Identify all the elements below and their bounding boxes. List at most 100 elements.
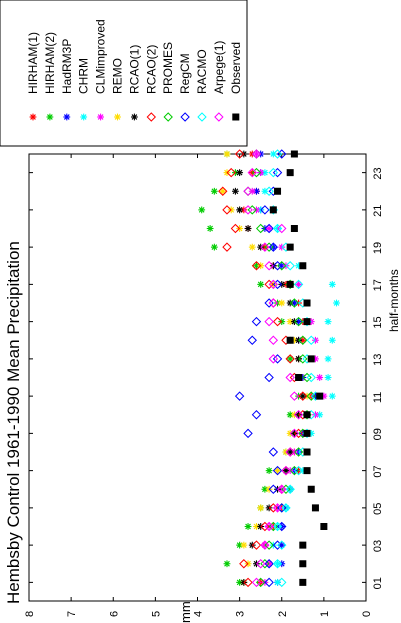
data-point (303, 299, 311, 307)
legend-label: HIRHAM(1) (26, 32, 40, 94)
data-point (272, 521, 283, 532)
data-point (251, 410, 262, 420)
data-point (316, 392, 324, 400)
data-point (303, 318, 311, 326)
data-point (281, 465, 291, 476)
series-rcao-1- (232, 150, 307, 586)
x-tick-label: 01 (372, 577, 384, 589)
x-tick-label: 19 (372, 242, 384, 254)
data-point (223, 560, 231, 568)
legend-marker (114, 113, 121, 121)
data-point (268, 167, 279, 178)
legend-marker (46, 113, 54, 121)
data-point (223, 150, 231, 158)
legend: HIRHAM(1) HIRHAM(2) HadRM3P CHRM CLMimproved… (26, 19, 243, 122)
legend-marker (232, 113, 240, 121)
marker-stroke (283, 467, 289, 474)
data-point (290, 150, 298, 158)
marker-stroke (274, 560, 281, 567)
data-point (277, 149, 287, 159)
data-point (307, 485, 315, 493)
marker-stroke (333, 300, 340, 306)
data-point (268, 335, 279, 345)
data-point (299, 560, 307, 568)
data-marks (198, 149, 340, 588)
data-point (264, 316, 274, 327)
data-point (243, 186, 253, 196)
marker-stroke (262, 486, 268, 493)
marker-stroke (236, 542, 243, 548)
legend-label: Arpege(1) (212, 41, 226, 94)
marker-stroke (249, 244, 256, 250)
marker-stroke (295, 318, 302, 325)
data-point (289, 298, 300, 308)
data-point (316, 374, 324, 381)
data-point (272, 559, 283, 569)
data-point (268, 484, 279, 494)
data-point (299, 392, 307, 400)
y-tick-label: 2 (277, 611, 289, 617)
data-point (264, 242, 274, 252)
data-point (293, 428, 304, 439)
data-point (272, 223, 283, 234)
data-point (248, 243, 256, 251)
series-chrm (257, 150, 340, 586)
y-tick-label: 7 (66, 611, 78, 617)
data-point (290, 225, 298, 232)
data-point (268, 521, 279, 532)
data-point (298, 391, 308, 401)
legend-label: PROMES (161, 42, 175, 94)
marker-stroke (245, 225, 251, 232)
marker-stroke (287, 356, 294, 362)
series-hirham-2- (198, 150, 302, 586)
data-point (303, 429, 311, 437)
data-point (295, 374, 303, 381)
data-point (222, 242, 232, 252)
data-point (226, 167, 236, 178)
x-tick-label: 23 (372, 167, 384, 179)
data-point (234, 149, 245, 159)
data-point (268, 242, 279, 252)
data-point (264, 261, 274, 271)
marker-stroke (236, 579, 243, 586)
data-point (255, 223, 266, 234)
data-point (274, 560, 281, 568)
data-point (243, 577, 253, 588)
legend-marker (63, 113, 71, 121)
data-point (260, 242, 270, 252)
data-point (272, 149, 283, 159)
data-point (289, 465, 300, 476)
data-point (285, 484, 295, 494)
data-point (268, 503, 279, 513)
marker-stroke (316, 374, 323, 381)
data-point (303, 448, 311, 456)
data-point (257, 280, 265, 288)
y-tick-label: 4 (193, 611, 205, 617)
legend-label: RegCM (178, 53, 192, 94)
data-point (264, 223, 274, 234)
series-observed (269, 150, 328, 586)
data-point (277, 540, 287, 550)
data-point (274, 187, 282, 195)
marker-stroke (253, 523, 260, 530)
data-point (286, 336, 294, 344)
y-tick-label: 1 (319, 611, 331, 617)
chart-title: Hembsby Control 1961-1990 Mean Precipita… (4, 241, 23, 604)
data-point (272, 261, 283, 271)
data-point (269, 206, 277, 214)
marker-stroke (97, 114, 104, 120)
x-tick-label: 17 (372, 279, 384, 291)
data-point (278, 299, 286, 307)
data-point (230, 223, 241, 234)
legend-label: Observed (229, 42, 243, 94)
data-point (210, 187, 218, 195)
data-point (272, 540, 283, 550)
marker-stroke (131, 114, 138, 120)
marker-stroke (325, 318, 331, 325)
data-point (286, 355, 294, 363)
x-tick-label: 03 (372, 540, 384, 552)
data-point (244, 523, 252, 530)
data-point (307, 355, 315, 363)
data-point (218, 186, 228, 196)
